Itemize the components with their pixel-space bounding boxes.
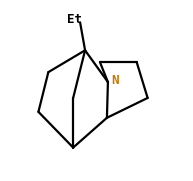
Text: N: N: [111, 74, 119, 87]
Text: Et: Et: [67, 13, 82, 26]
